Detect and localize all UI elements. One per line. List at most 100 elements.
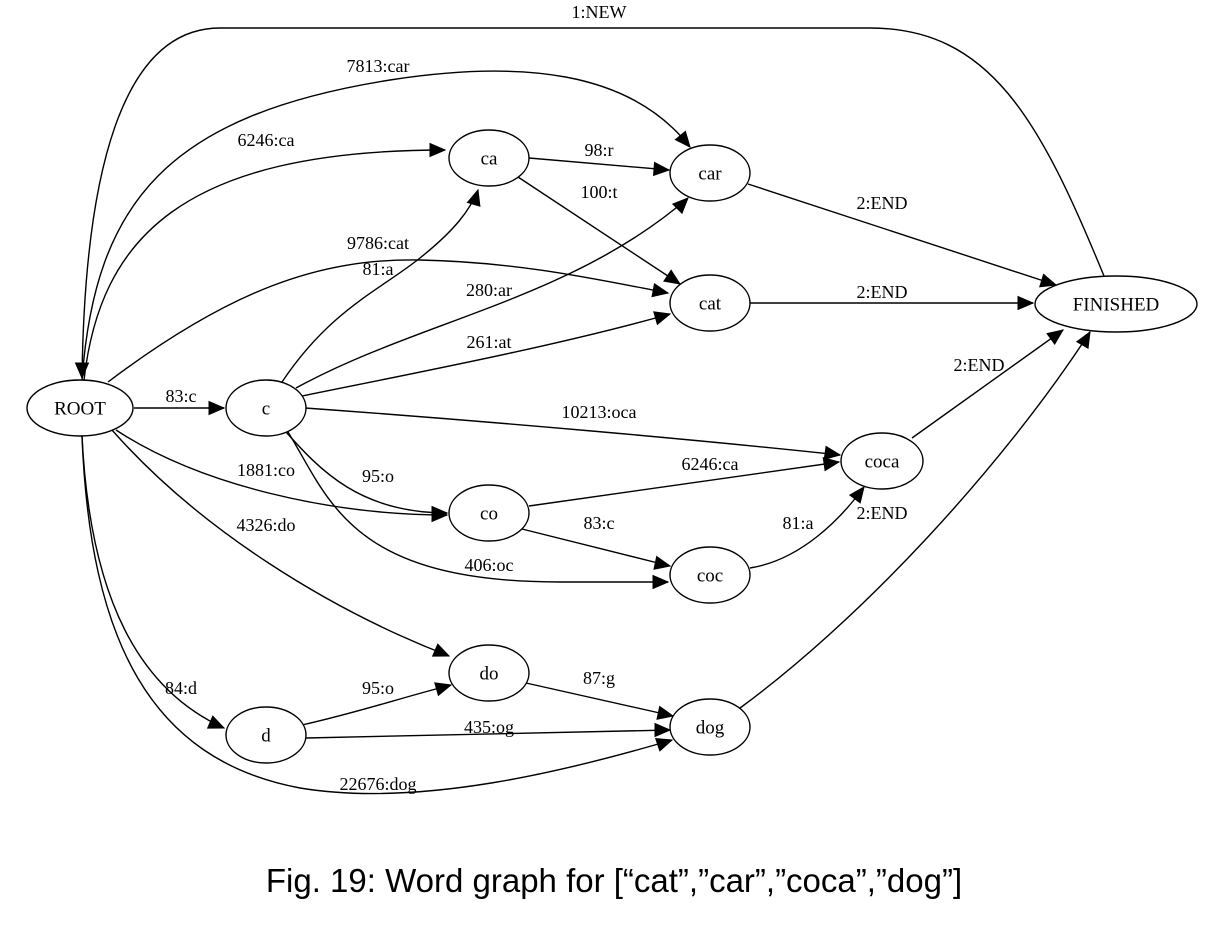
edge-line	[911, 329, 1064, 439]
arrowhead	[674, 130, 691, 148]
edge-ROOT-to-c	[134, 400, 226, 416]
edge-label-c-coca: 10213:oca	[562, 402, 637, 422]
edge-label-root-co: 1881:co	[237, 460, 295, 480]
edge-line	[81, 435, 673, 795]
edge-label-coca-fin: 2:END	[954, 355, 1005, 375]
node-coca: coca	[840, 432, 924, 490]
node-ellipse	[1034, 275, 1198, 333]
edge-c-to-car	[295, 197, 689, 389]
edge-ROOT-to-cat	[107, 259, 670, 383]
arrowhead	[1075, 330, 1091, 350]
node-label: c	[262, 399, 270, 420]
edge-label-car-fin: 2:END	[857, 193, 908, 213]
edge-line	[287, 431, 668, 583]
arrowhead	[671, 197, 689, 215]
node-ellipse	[225, 379, 307, 437]
arrowhead	[208, 400, 226, 416]
node-finished: FINISHED	[1034, 275, 1198, 333]
arrowhead	[822, 457, 841, 472]
edge-co-to-coca	[528, 457, 841, 507]
arrowhead	[206, 715, 226, 729]
edge-line	[739, 331, 1091, 709]
edge-label-root-c: 83:c	[166, 386, 197, 406]
edge-line	[305, 729, 671, 739]
arrowhead	[1039, 273, 1058, 288]
node-ellipse	[669, 144, 751, 202]
node-ellipse	[448, 484, 530, 542]
node-label: FINISHED	[1073, 295, 1160, 316]
edge-label-d-do: 95:o	[362, 678, 394, 698]
node-ellipse	[840, 432, 924, 490]
arrowhead	[653, 161, 671, 177]
edge-coca-to-FINISHED	[911, 329, 1065, 439]
edge-do-to-dog	[525, 682, 675, 720]
edge-line	[295, 197, 689, 389]
edge-c-to-coc	[287, 431, 670, 590]
node-dog: dog	[669, 698, 751, 756]
edge-labels-layer: 1:NEW 7813:car 6246:ca 9786:cat 83:c 1881:co 4…	[165, 2, 1005, 794]
arrowhead	[653, 555, 672, 570]
edge-label-root-cat: 9786:cat	[347, 233, 409, 253]
edge-label-c-co: 95:o	[362, 466, 394, 486]
edge-label-ca-cat: 100:t	[580, 182, 617, 202]
edge-line	[285, 431, 448, 514]
edge-line	[304, 407, 841, 456]
edge-line	[747, 183, 1057, 286]
edge-dog-to-FINISHED	[739, 330, 1091, 709]
node-label: car	[698, 164, 722, 185]
node-c: c	[225, 379, 307, 437]
edge-label-dog-fin: 2:END	[857, 503, 908, 523]
edge-label-c-car: 280:ar	[466, 280, 512, 300]
edge-label-coc-coca: 81:a	[783, 513, 814, 533]
arrowhead	[848, 485, 865, 504]
edge-FINISHED-to-ROOT	[74, 27, 1105, 380]
edge-label-root-d: 84:d	[165, 678, 197, 698]
edge-label-ca-car: 98:r	[585, 140, 614, 160]
arrowhead	[654, 738, 674, 752]
edge-c-to-cat	[301, 311, 672, 397]
edge-label-c-coc: 406:oc	[465, 555, 514, 575]
edge-c-to-co	[285, 431, 449, 521]
node-ca: ca	[448, 129, 530, 187]
node-co: co	[448, 484, 530, 542]
arrowhead	[1017, 295, 1035, 311]
edge-line	[81, 435, 225, 729]
edge-co-to-coc	[521, 528, 672, 570]
edge-line	[81, 70, 691, 381]
edge-label-co-coc: 83:c	[584, 513, 615, 533]
node-ellipse	[26, 379, 134, 437]
edge-label-root-car: 7813:car	[347, 56, 410, 76]
edge-c-to-coca	[304, 407, 842, 460]
node-d: d	[225, 706, 307, 764]
edge-label-root-do: 4326:do	[236, 515, 295, 535]
node-do: do	[448, 644, 530, 702]
edge-c-to-ca	[281, 188, 481, 383]
figure-caption: Fig. 19: Word graph for [“cat”,”car”,”co…	[265, 862, 963, 899]
node-label: d	[261, 726, 271, 747]
edge-line	[301, 684, 452, 726]
node-root: ROOT	[26, 379, 134, 437]
edge-label-new: 1:NEW	[572, 2, 627, 22]
arrowhead	[652, 574, 670, 590]
edge-d-to-do	[301, 682, 453, 726]
arrowhead	[823, 445, 842, 460]
edge-ca-to-cat	[517, 176, 682, 285]
edge-ROOT-to-dog	[81, 435, 674, 795]
edge-line	[115, 429, 448, 516]
node-car: car	[669, 144, 751, 202]
node-label: ca	[481, 149, 498, 170]
edge-line	[528, 461, 840, 507]
edge-label-c-ca: 81:a	[363, 259, 394, 279]
edge-ROOT-to-do	[111, 429, 451, 657]
node-ellipse	[669, 274, 751, 332]
arrowhead	[466, 188, 481, 207]
node-coc: coc	[669, 546, 751, 604]
arrowhead	[656, 705, 675, 720]
edge-line	[517, 176, 681, 285]
node-label: co	[480, 504, 498, 525]
arrowhead	[429, 142, 447, 158]
edge-cat-to-FINISHED	[750, 295, 1035, 311]
node-label: coc	[697, 566, 723, 587]
node-ellipse	[669, 698, 751, 756]
edge-line	[83, 149, 446, 381]
